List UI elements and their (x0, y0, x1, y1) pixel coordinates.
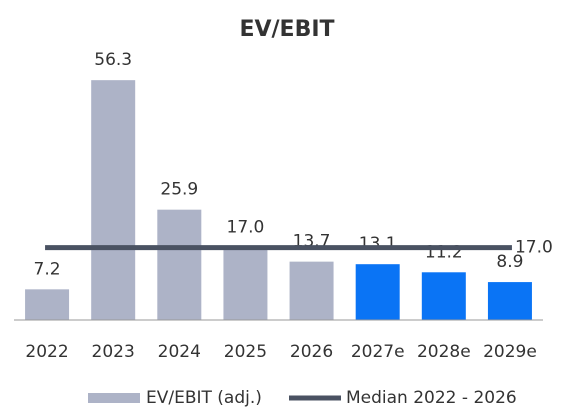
x-tick-label: 2025 (224, 342, 267, 362)
legend-swatch (88, 393, 140, 403)
data-label: 56.3 (94, 50, 132, 70)
bar (289, 261, 334, 320)
bar (223, 247, 268, 320)
chart-title: EV/EBIT (239, 17, 334, 42)
x-tick-label: 2028e (417, 342, 471, 362)
median-label: 17.0 (515, 238, 553, 258)
legend-label: EV/EBIT (adj.) (146, 388, 262, 408)
data-label: 8.9 (496, 252, 523, 272)
data-label: 13.1 (359, 234, 397, 254)
x-tick-label: 2027e (351, 342, 405, 362)
data-label: 7.2 (34, 259, 61, 279)
bar (157, 209, 202, 320)
x-tick-label: 2023 (92, 342, 135, 362)
data-label: 25.9 (160, 180, 198, 200)
data-label: 17.0 (227, 218, 265, 238)
bar (91, 80, 136, 320)
x-tick-label: 2022 (25, 342, 68, 362)
bar (355, 264, 400, 320)
x-tick-label: 2024 (158, 342, 201, 362)
x-tick-label: 2026 (290, 342, 333, 362)
bar (487, 282, 532, 320)
bar (25, 289, 70, 320)
x-tick-label: 2029e (483, 342, 537, 362)
bar (421, 272, 466, 320)
legend-label: Median 2022 - 2026 (346, 388, 517, 408)
